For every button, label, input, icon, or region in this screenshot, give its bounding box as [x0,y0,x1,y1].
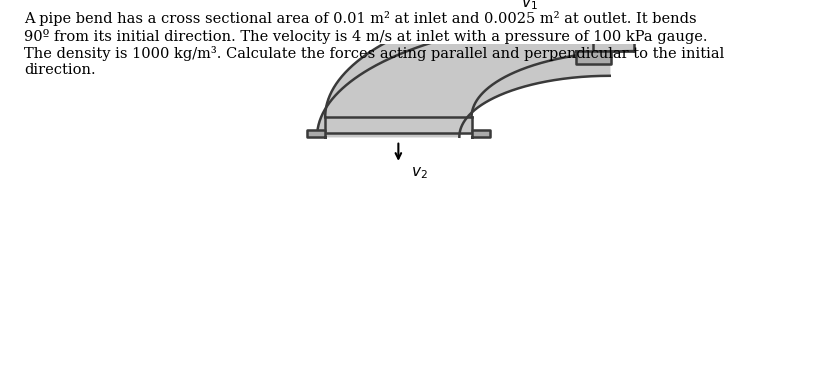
Polygon shape [307,129,325,137]
Polygon shape [317,18,610,137]
Text: $v_1$: $v_1$ [521,0,538,12]
Text: $v_2$: $v_2$ [411,165,428,181]
Text: A pipe bend has a cross sectional area of 0.01 m² at inlet and 0.0025 m² at outl: A pipe bend has a cross sectional area o… [24,11,724,77]
Polygon shape [576,51,611,64]
Polygon shape [325,0,634,117]
Polygon shape [325,117,472,134]
Polygon shape [593,0,634,51]
Polygon shape [472,129,490,137]
